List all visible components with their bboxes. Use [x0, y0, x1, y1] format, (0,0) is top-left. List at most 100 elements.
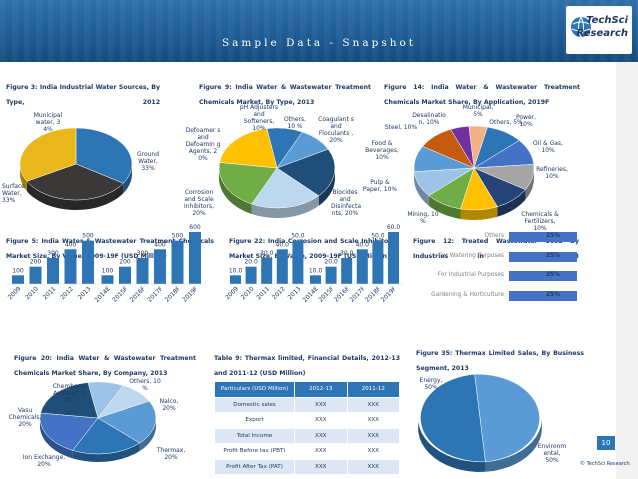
- fig35-title: Figure 35: Thermax Limited Sales, By Bus…: [416, 350, 584, 372]
- fig22-bar: [388, 232, 399, 284]
- copyright: © TechSci Research: [580, 461, 630, 467]
- fig12-category-label: For Watering Purposes: [438, 252, 504, 259]
- fig5-bar-value: 100: [12, 267, 24, 274]
- fig35-slice: [420, 373, 486, 463]
- fig35-slice-side: [418, 421, 486, 472]
- fig22-bar-value: 50.0: [371, 233, 385, 240]
- fig20-label-vasu: Vasu Chemicals, 20%: [8, 407, 42, 428]
- fig12-bar: [509, 251, 577, 262]
- fig22-bar: [356, 249, 368, 284]
- table-row: Profit After Tax (PAT) XXX XXX: [214, 458, 400, 475]
- techsci-logo: TechSci Research: [566, 6, 632, 54]
- page-title: Sample Data - Snapshot: [221, 37, 417, 49]
- fig3-label-ground: Ground Water, 33%: [136, 151, 160, 172]
- fig20-slice: [97, 400, 157, 444]
- fig35-slice: [474, 373, 540, 463]
- fig22-bar: [261, 258, 273, 284]
- fig14-label-desalination: Desalinatio n, 10%: [412, 112, 446, 126]
- fig12-bar-value: 25%: [546, 233, 560, 239]
- fig5-bar-value: 200: [119, 259, 131, 266]
- fig20-slice: [72, 417, 141, 455]
- fig5-bar-value: 300: [137, 250, 149, 257]
- fig14-label-municipal: Municipal, 5%: [462, 104, 494, 118]
- fig14-label-refineries: Refineries, 10%: [536, 166, 568, 180]
- fig9-slice-side: [219, 168, 252, 214]
- fig5-bar-value: 400: [154, 241, 166, 248]
- table-cell: XXX: [346, 443, 400, 460]
- fig3-slice-side: [26, 181, 124, 210]
- fig20-slice: [40, 382, 99, 419]
- table-cell: XXX: [294, 427, 348, 444]
- fig5-bar: [154, 249, 166, 284]
- fig5-bar: [12, 275, 24, 284]
- fig20-slice-side: [40, 418, 73, 459]
- fig5-bar: [171, 240, 184, 284]
- fig14-slice-side: [428, 195, 461, 219]
- table-cell: Profit After Tax (PAT): [214, 458, 295, 475]
- right-sidebar: [616, 62, 638, 479]
- fig22-bar: [292, 240, 304, 284]
- fig22-bar-value: 10.0: [229, 267, 243, 274]
- table-cell: Profit Before tax (PBT): [214, 443, 295, 460]
- fig14-slice: [450, 125, 475, 169]
- logo-line-2: Research: [576, 28, 628, 39]
- fig14-slice-side: [525, 168, 534, 200]
- fig5-bar-value: 400: [65, 241, 77, 248]
- fig5-bar: [64, 249, 77, 284]
- fig5-bar-value: 500: [172, 233, 184, 240]
- table-cell: Total Income: [214, 427, 295, 444]
- table-cell: XXX: [346, 412, 400, 429]
- page-number: 10: [597, 436, 615, 450]
- fig9-label-ph: pH Adjusters and Softeners, 10%: [239, 104, 279, 132]
- fig3-label-municipal: Municipal water, 3 4%: [33, 112, 63, 133]
- table-row: Domestic sales XXX XXX: [214, 396, 400, 413]
- fig12-category-label: Gardening & Horticulture: [431, 291, 504, 298]
- fig22-bar: [341, 258, 353, 284]
- fig14-label-steel: Steel, 10%: [384, 124, 418, 131]
- fig12-bar: [509, 271, 577, 281]
- fig9-slice-side: [318, 169, 335, 206]
- fig5-bar-value: 600: [189, 224, 201, 231]
- table-cell: XXX: [294, 458, 348, 475]
- table-cell: XXX: [346, 458, 400, 475]
- fig9-label-coagulants: Coagulant s and Floculants , 20%: [318, 116, 354, 144]
- fig9-slice-side: [251, 195, 319, 218]
- fig5-bar: [82, 240, 94, 284]
- fig20-slice: [39, 412, 99, 451]
- fig22-bar: [276, 249, 288, 284]
- fig14-label-mining: Mining, 10 %: [407, 211, 439, 225]
- fig5-bar: [47, 258, 59, 284]
- fig22-bar: [372, 240, 384, 284]
- table-row: Profit Before tax (PBT) XXX XXX: [214, 443, 400, 460]
- fig35-label-environmental: Environm ental, 50%: [537, 443, 567, 464]
- fig22-bar: [310, 275, 321, 284]
- fig9-label-defoamers: Defoamer s and Defoamin g Agents, 2 0%: [185, 127, 221, 162]
- table-cell: Domestic sales: [214, 396, 295, 413]
- fig5-bar: [101, 275, 114, 284]
- fig12-bar-value: 25%: [546, 252, 560, 259]
- fig5-bar-value: 500: [82, 233, 94, 240]
- fig20-label-thermax: Thermax, 20%: [156, 447, 186, 461]
- fig14-label-oilgas: Oil & Gas, 10%: [533, 140, 563, 154]
- fig14-title: Figure 14: India Water & Wastewater Trea…: [384, 84, 580, 106]
- fig5-bar: [119, 266, 131, 284]
- fig22-title: Figure 22: India Corrosion and Scale Inh…: [229, 238, 395, 260]
- fig20-title: Figure 20: India Water & Wastewater Trea…: [14, 355, 196, 377]
- fig9-title: Figure 9: India Water & Wastewater Treat…: [199, 84, 371, 106]
- fig22-bar: [230, 275, 241, 284]
- fig3-slice-side: [20, 166, 27, 192]
- fig14-label-food: Food & Beverages, 10%: [365, 140, 399, 161]
- title-bar: [0, 0, 638, 62]
- fig20-label-nalco: Nalco, 20%: [159, 398, 179, 412]
- fig5-bar-value: 200: [30, 259, 42, 266]
- fig14-label-pulp: Pulp & Paper, 10%: [362, 179, 398, 193]
- fig22-bar-value: 10.0: [309, 267, 323, 274]
- fig5-bar: [136, 258, 149, 284]
